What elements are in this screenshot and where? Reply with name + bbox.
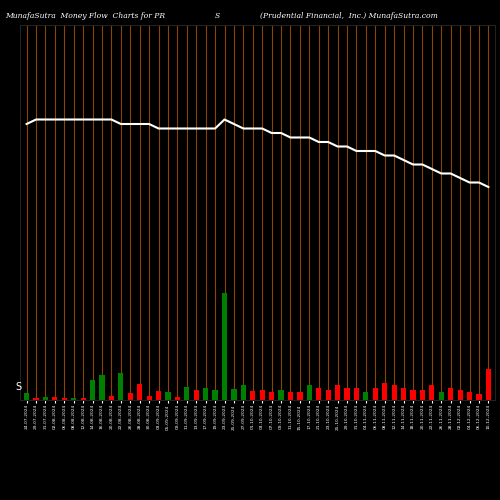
Bar: [354, 388, 359, 400]
Bar: [448, 388, 454, 400]
Bar: [146, 396, 152, 400]
Bar: [467, 392, 472, 400]
Bar: [100, 375, 104, 400]
Bar: [52, 396, 58, 400]
Bar: [24, 394, 29, 400]
Bar: [62, 398, 67, 400]
Bar: [260, 390, 265, 400]
Bar: [382, 383, 388, 400]
Bar: [109, 396, 114, 400]
Bar: [212, 390, 218, 400]
Bar: [80, 398, 86, 400]
Bar: [137, 384, 142, 400]
Bar: [476, 394, 482, 400]
Bar: [232, 389, 236, 400]
Bar: [90, 380, 95, 400]
Bar: [306, 386, 312, 400]
Bar: [194, 390, 199, 400]
Bar: [438, 392, 444, 400]
Bar: [71, 398, 76, 400]
Bar: [203, 388, 208, 400]
Bar: [166, 392, 170, 400]
Bar: [288, 392, 293, 400]
Bar: [420, 390, 425, 400]
Bar: [430, 386, 434, 400]
Bar: [326, 390, 331, 400]
Bar: [34, 398, 38, 400]
Bar: [278, 390, 283, 400]
Bar: [269, 392, 274, 400]
Bar: [298, 392, 302, 400]
Bar: [175, 396, 180, 400]
Bar: [128, 394, 133, 400]
Bar: [364, 392, 368, 400]
Bar: [486, 368, 491, 400]
Bar: [316, 388, 322, 400]
Text: S: S: [16, 382, 22, 392]
Bar: [43, 396, 48, 400]
Bar: [410, 390, 416, 400]
Bar: [392, 386, 396, 400]
Bar: [335, 386, 340, 400]
Bar: [184, 386, 190, 400]
Bar: [458, 390, 462, 400]
Bar: [372, 388, 378, 400]
Bar: [401, 388, 406, 400]
Bar: [156, 391, 161, 400]
Text: (Prudential Financial,  Inc.) MunafaSutra.com: (Prudential Financial, Inc.) MunafaSutra…: [260, 12, 438, 20]
Bar: [222, 293, 227, 400]
Bar: [344, 388, 350, 400]
Bar: [250, 391, 256, 400]
Bar: [241, 386, 246, 400]
Text: MunafaSutra  Money Flow  Charts for PR: MunafaSutra Money Flow Charts for PR: [5, 12, 165, 20]
Bar: [118, 373, 124, 400]
Text: S: S: [215, 12, 220, 20]
